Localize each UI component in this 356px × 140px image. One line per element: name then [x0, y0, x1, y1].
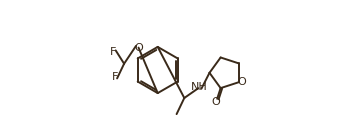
Text: F: F — [111, 72, 118, 82]
Text: F: F — [110, 47, 116, 57]
Text: O: O — [134, 43, 143, 53]
Text: O: O — [237, 77, 246, 87]
Text: NH: NH — [190, 82, 208, 92]
Text: O: O — [212, 97, 221, 107]
